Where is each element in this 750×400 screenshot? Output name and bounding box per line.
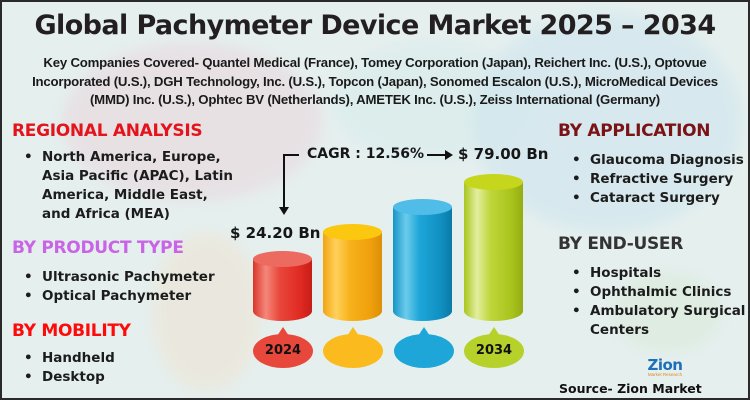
list-item: North America, Europe, Asia Pacific (APA… — [20, 148, 240, 224]
bar-year-3 — [393, 199, 452, 321]
page-title: Global Pachymeter Device Market 2025 – 2… — [34, 10, 717, 41]
year-bubble-3 — [394, 327, 454, 368]
mobility-heading: BY MOBILITY — [12, 321, 131, 341]
start-value-label: $ 24.20 Bn — [230, 224, 321, 242]
zion-logo: Zion Market Research — [640, 356, 690, 378]
product-list: Ultrasonic Pachymeter Optical Pachymeter — [20, 268, 240, 306]
regional-heading: REGIONAL ANALYSIS — [12, 121, 203, 141]
cagr-label: CAGR : 12.56% — [307, 146, 425, 162]
end-value-label: $ 79.00 Bn — [458, 145, 549, 163]
list-item: Ophthalmic Clinics — [568, 283, 748, 302]
arrow-down-icon — [279, 207, 289, 215]
bar-year-2 — [323, 224, 382, 321]
list-item: Desktop — [20, 368, 220, 387]
key-companies: Key Companies Covered- Quantel Medical (… — [32, 55, 718, 107]
list-item: Hospitals — [568, 264, 748, 283]
logo-sub: Market Research — [647, 372, 683, 377]
source-label: Source- Zion Market Research — [559, 381, 702, 398]
year-bubble-2 — [323, 327, 383, 368]
bar-2024 — [253, 251, 312, 321]
year-bubble-2034: 2034 — [464, 327, 524, 368]
list-item: Ultrasonic Pachymeter — [20, 268, 240, 287]
list-item: Optical Pachymeter — [20, 287, 240, 306]
cagr-connector-horizontal — [283, 154, 299, 156]
cagr-connector-vertical — [283, 154, 285, 209]
list-item: Ambulatory Surgical Centers — [568, 302, 748, 340]
regional-list: North America, Europe, Asia Pacific (APA… — [20, 148, 240, 224]
arrow-right-icon — [445, 150, 453, 160]
product-heading: BY PRODUCT TYPE — [12, 238, 184, 258]
list-item: Refractive Surgery — [568, 170, 748, 189]
enduser-heading: BY END-USER — [558, 234, 684, 254]
cagr-arrow-line — [427, 154, 447, 156]
list-item: Glaucoma Diagnosis — [568, 151, 748, 170]
year-bubble-2024: 2024 — [253, 327, 313, 368]
logo-name: Zion — [647, 356, 683, 374]
application-heading: BY APPLICATION — [558, 121, 711, 141]
enduser-list: Hospitals Ophthalmic Clinics Ambulatory … — [568, 264, 748, 340]
application-list: Glaucoma Diagnosis Refractive Surgery Ca… — [568, 151, 748, 208]
list-item: Cataract Surgery — [568, 189, 748, 208]
bar-2034 — [464, 174, 523, 321]
list-item: Handheld — [20, 349, 220, 368]
mobility-list: Handheld Desktop — [20, 349, 220, 387]
